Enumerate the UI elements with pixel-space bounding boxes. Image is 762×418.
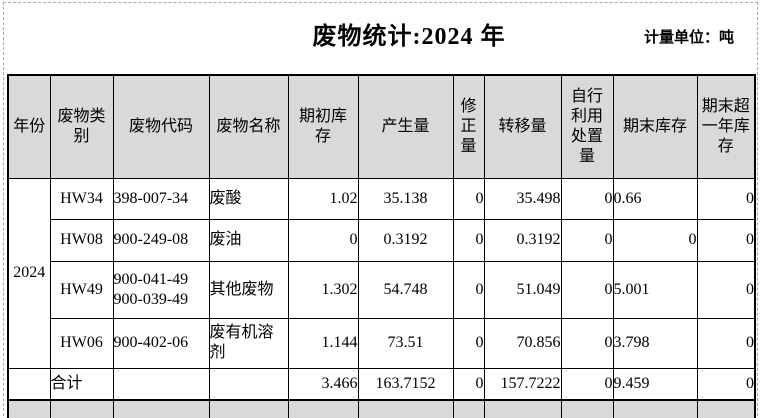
cell-over-one-year-stock: 0 [696, 177, 756, 220]
cell-category: HW06 [49, 317, 114, 369]
page-title: 废物统计:2024 年 [312, 24, 506, 50]
cell-correction: 0 [452, 317, 485, 369]
cell-transferred: 51.049 [483, 260, 562, 319]
header-over-one-year-stock: 期末超一年库存 [696, 74, 756, 179]
table-header-row: 年份 废物类别 废物代码 废物名称 期初库存 产生量 修正量 转移量 自行利用处… [7, 74, 756, 179]
total-opening-stock: 3.466 [287, 367, 359, 401]
total-label: 合计 [49, 367, 114, 401]
cell-correction: 0 [452, 177, 485, 220]
header-generated: 产生量 [357, 74, 454, 179]
header-opening-stock: 期初库存 [287, 74, 359, 179]
cell-code: 900-249-08 [112, 218, 210, 262]
cell-name: 废酸 [208, 177, 289, 220]
total-row: 合计 3.466 163.7152 0 157.7222 0 9.459 0 [7, 367, 756, 401]
cell-code: 900-402-06 [112, 317, 210, 369]
cell-generated: 73.51 [357, 317, 454, 369]
header-name: 废物名称 [208, 74, 289, 179]
total-closing-stock: 9.459 [612, 367, 698, 401]
cell-opening-stock: 1.302 [287, 260, 359, 319]
cell-over-one-year-stock: 0 [696, 218, 756, 262]
table-row: HW06 900-402-06 废有机溶剂 1.144 73.51 0 70.8… [8, 317, 756, 369]
header-category: 废物类别 [49, 74, 114, 179]
cell-self-disposal: 0 [560, 218, 614, 262]
cell-generated: 35.138 [357, 177, 454, 220]
cell-category: HW34 [49, 177, 114, 220]
cell-category: HW08 [49, 218, 114, 262]
header-self-disposal: 自行利用处置量 [560, 74, 614, 179]
cell-self-disposal: 0 [560, 260, 614, 319]
cell-opening-stock: 1.144 [287, 317, 359, 369]
cell-name-empty [208, 367, 289, 401]
cell-correction: 0 [452, 260, 485, 319]
cell-code: 900-041-49 900-039-49 [112, 260, 210, 319]
cell-opening-stock: 0 [287, 218, 359, 262]
cell-code: 398-007-34 [112, 177, 210, 220]
cell-self-disposal: 0 [560, 177, 614, 220]
table-row: HW08 900-249-08 废油 0 0.3192 0 0.3192 0 0… [8, 218, 756, 262]
cell-category: HW49 [49, 260, 114, 319]
header-year: 年份 [7, 74, 51, 179]
header-closing-stock: 期末库存 [612, 74, 698, 179]
cell-transferred: 70.856 [483, 317, 562, 369]
total-self-disposal: 0 [560, 367, 614, 401]
cell-name: 其他废物 [208, 260, 289, 319]
cell-name: 废有机溶剂 [208, 317, 289, 369]
total-generated: 163.7152 [357, 367, 454, 401]
cell-over-one-year-stock: 0 [696, 260, 756, 319]
cell-over-one-year-stock: 0 [696, 317, 756, 369]
cell-name: 废油 [208, 218, 289, 262]
total-over-one-year-stock: 0 [696, 367, 756, 401]
cell-closing-stock: 0 [612, 218, 698, 262]
header-transferred: 转移量 [483, 74, 562, 179]
total-correction: 0 [452, 367, 485, 401]
unit-label: 计量单位：吨 [643, 30, 734, 46]
waste-statistics-table: 年份 废物类别 废物代码 废物名称 期初库存 产生量 修正量 转移量 自行利用处… [7, 74, 756, 418]
header-code: 废物代码 [112, 74, 210, 179]
cell-transferred: 0.3192 [483, 218, 562, 262]
cell-closing-stock: 5.001 [612, 260, 698, 319]
next-row-cutoff [7, 399, 756, 418]
cell-code-empty [112, 367, 210, 401]
cell-transferred: 35.498 [483, 177, 562, 220]
cell-closing-stock: 3.798 [612, 317, 698, 369]
cell-generated: 0.3192 [357, 218, 454, 262]
cell-generated: 54.748 [357, 260, 454, 319]
cell-closing-stock: 0.66 [612, 177, 698, 220]
table-row: HW49 900-041-49 900-039-49 其他废物 1.302 54… [8, 260, 756, 319]
header-correction: 修正量 [452, 74, 485, 179]
cell-year-empty [7, 367, 51, 401]
table-row: 2024 HW34 398-007-34 废酸 1.02 35.138 0 35… [7, 177, 756, 369]
cell-correction: 0 [452, 218, 485, 262]
cell-year: 2024 [7, 177, 51, 369]
cell-opening-stock: 1.02 [287, 177, 359, 220]
cell-self-disposal: 0 [560, 317, 614, 369]
total-transferred: 157.7222 [483, 367, 562, 401]
